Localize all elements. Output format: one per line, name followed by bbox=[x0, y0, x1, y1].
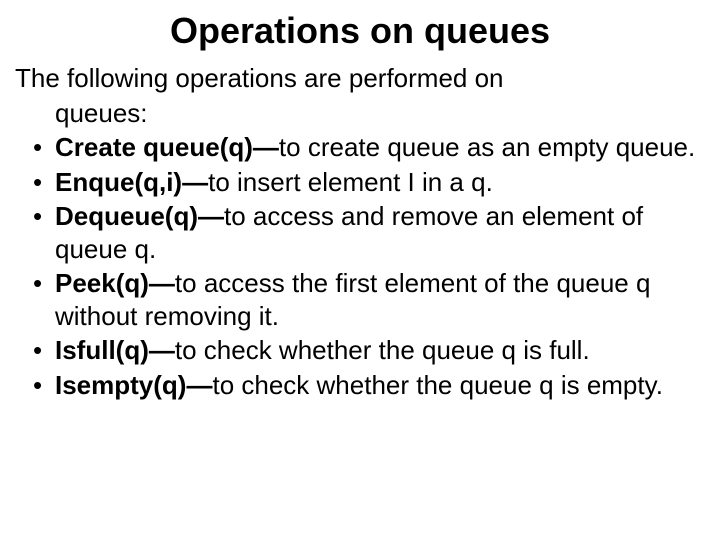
operation-desc: to check whether the queue q is empty. bbox=[212, 370, 662, 400]
slide-title: Operations on queues bbox=[15, 10, 705, 52]
operation-desc: to check whether the queue q is full. bbox=[175, 335, 590, 365]
operation-name: Peek(q)— bbox=[55, 268, 175, 298]
operation-name: Enque(q,i)— bbox=[55, 167, 208, 197]
intro-text-line2: queues: bbox=[15, 97, 705, 130]
operation-name: Create queue(q)— bbox=[55, 132, 279, 162]
operation-desc: to insert element I in a q. bbox=[208, 167, 493, 197]
intro-text-line1: The following operations are performed o… bbox=[15, 62, 705, 95]
list-item: Dequeue(q)—to access and remove an eleme… bbox=[15, 200, 705, 265]
list-item: Create queue(q)—to create queue as an em… bbox=[15, 131, 705, 164]
operation-name: Isempty(q)— bbox=[55, 370, 212, 400]
list-item: Peek(q)—to access the first element of t… bbox=[15, 267, 705, 332]
list-item: Isempty(q)—to check whether the queue q … bbox=[15, 369, 705, 402]
list-item: Enque(q,i)—to insert element I in a q. bbox=[15, 166, 705, 199]
operation-name: Isfull(q)— bbox=[55, 335, 175, 365]
list-item: Isfull(q)—to check whether the queue q i… bbox=[15, 334, 705, 367]
operations-list: Create queue(q)—to create queue as an em… bbox=[15, 131, 705, 401]
operation-name: Dequeue(q)— bbox=[55, 201, 224, 231]
operation-desc: to create queue as an empty queue. bbox=[279, 132, 695, 162]
